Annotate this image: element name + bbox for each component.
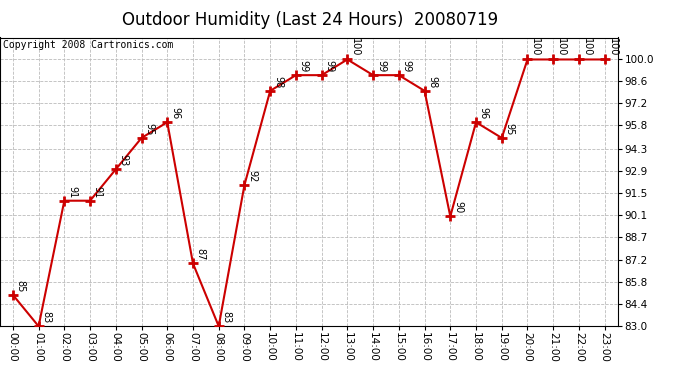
Text: 100: 100 [531,38,540,57]
Text: 96: 96 [479,107,489,120]
Text: 91: 91 [67,186,77,198]
Text: 100: 100 [582,38,592,57]
Text: 99: 99 [376,60,386,72]
Text: 98: 98 [273,76,283,88]
Text: 91: 91 [93,186,103,198]
Text: 85: 85 [16,280,26,292]
Text: 100: 100 [607,38,618,57]
Text: 95: 95 [144,123,155,135]
Text: 99: 99 [299,60,308,72]
Text: 95: 95 [504,123,515,135]
Text: 93: 93 [119,154,128,166]
Text: 100: 100 [556,38,566,57]
Text: 99: 99 [324,60,335,72]
Text: 92: 92 [247,170,257,182]
Text: 90: 90 [453,201,463,214]
Text: 99: 99 [402,60,412,72]
Text: 87: 87 [196,248,206,261]
Text: Copyright 2008 Cartronics.com: Copyright 2008 Cartronics.com [3,40,173,50]
Text: 83: 83 [221,311,231,324]
Text: 100: 100 [350,38,360,57]
Text: 98: 98 [427,76,437,88]
Text: Outdoor Humidity (Last 24 Hours)  20080719: Outdoor Humidity (Last 24 Hours) 2008071… [122,11,499,29]
Text: 96: 96 [170,107,180,120]
Text: 83: 83 [41,311,51,324]
